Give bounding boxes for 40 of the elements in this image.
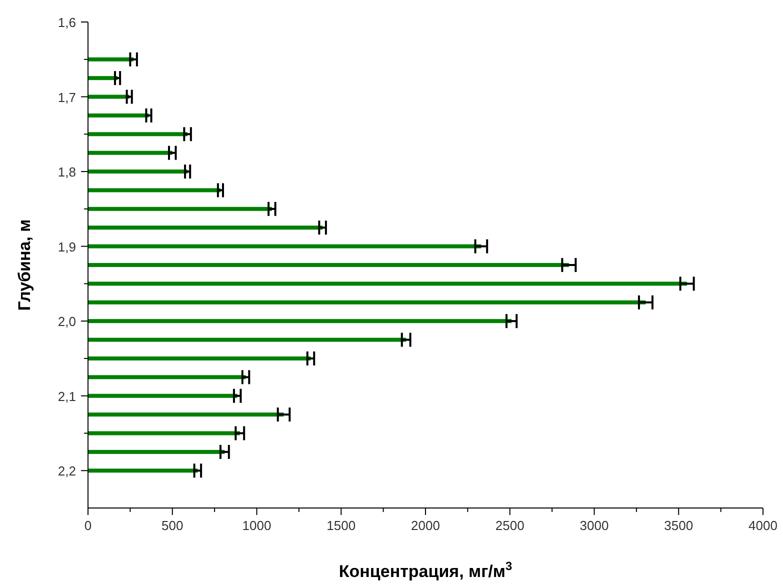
bar	[88, 356, 311, 360]
x-tick-label: 4000	[748, 518, 778, 533]
bar	[88, 206, 272, 211]
bar	[88, 94, 130, 99]
x-tick-label: 500	[162, 518, 184, 533]
y-tick-label: 1,8	[58, 164, 76, 180]
y-tick-label: 2,0	[58, 314, 76, 330]
bar	[88, 375, 246, 380]
y-tick-label: 1,7	[58, 90, 76, 105]
bar	[88, 226, 323, 230]
bar	[88, 394, 238, 398]
bar	[88, 282, 688, 286]
x-tick-label: 0	[84, 518, 92, 533]
bar	[88, 412, 284, 417]
y-axis-title: Глубина, м	[15, 219, 34, 311]
bar	[88, 132, 188, 136]
bar	[88, 170, 188, 174]
bar	[88, 113, 149, 118]
bar	[88, 150, 172, 155]
y-tick-label: 1,9	[58, 239, 76, 254]
x-tick-label: 3000	[580, 518, 609, 533]
x-tick-label: 1000	[242, 518, 272, 533]
bar	[88, 468, 198, 473]
y-tick-label: 2,2	[58, 464, 76, 479]
y-tick-label: 1,6	[58, 15, 76, 30]
bar	[88, 263, 569, 267]
y-tick-label: 2,1	[58, 388, 76, 404]
x-tick-label: 2000	[411, 518, 440, 533]
x-tick-label: 3500	[664, 518, 694, 533]
bar	[88, 188, 220, 192]
bar	[88, 431, 240, 436]
x-axis-title: Концентрация, мг/м$^{3}$	[338, 559, 512, 581]
bar	[88, 450, 225, 454]
bar	[88, 338, 406, 342]
x-tick-label: 1500	[326, 518, 356, 533]
bar	[88, 57, 134, 62]
bar	[88, 244, 482, 248]
bar	[88, 319, 512, 324]
x-tick-label: 2500	[495, 518, 524, 533]
bar	[88, 300, 646, 304]
